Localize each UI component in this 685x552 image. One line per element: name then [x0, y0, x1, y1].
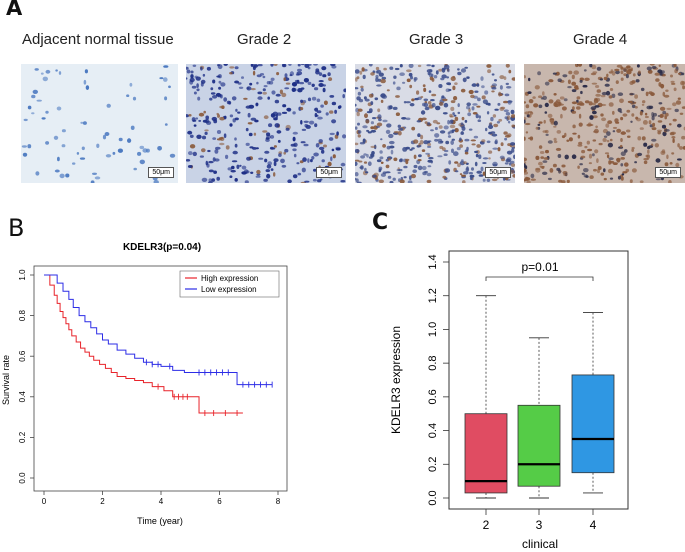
km-ytick-label: 0.2 — [18, 431, 27, 443]
box-grade-4 — [571, 312, 615, 494]
tissue-image-grade2: 50μm — [186, 64, 346, 183]
km-title: KDELR3(p=0.04) — [123, 242, 201, 253]
km-xtick-label: 0 — [42, 497, 47, 506]
km-xtick-label: 2 — [100, 497, 105, 506]
box-ytick-label: 0.8 — [427, 355, 439, 370]
box-ytick-label: 1.2 — [427, 288, 439, 303]
km-ytick-label: 0.6 — [18, 350, 27, 362]
km-line-high-expression — [44, 274, 243, 414]
nuclei — [355, 64, 515, 183]
km-xtick-label: 4 — [159, 497, 164, 506]
km-xtick-label: 8 — [276, 497, 281, 506]
image-label-grade2: Grade 2 — [237, 31, 292, 48]
panel-label-c: C — [372, 210, 389, 235]
box-grade-2 — [464, 295, 508, 499]
box-ytick-label: 0.4 — [427, 423, 439, 438]
tissue-image-normal: 50μm — [21, 64, 178, 183]
panel-label-b: B — [8, 214, 25, 242]
km-legend: High expression Low expression — [179, 270, 280, 298]
km-xlabel: Time (year) — [137, 516, 183, 526]
km-plot-frame — [33, 265, 288, 492]
legend-label-low: Low expression — [201, 285, 257, 294]
scale-bar: 50μm — [655, 167, 681, 178]
box-grade-3 — [517, 337, 561, 499]
tissue-image-grade3: 50μm — [355, 64, 515, 183]
km-ylabel: Survival rate — [1, 355, 11, 405]
box-iqr — [464, 413, 508, 494]
km-chart: KDELR3(p=0.04) 0 2 4 6 8 0.0 0.2 0.4 0.6 0.8 1.0 H… — [1, 242, 288, 526]
tissue-background — [21, 64, 178, 183]
box-ytick-label: 1.0 — [427, 322, 439, 337]
scale-bar: 50μm — [485, 167, 511, 178]
box-xtick-label: 3 — [536, 518, 543, 532]
scale-bar: 50μm — [316, 167, 342, 178]
image-label-normal: Adjacent normal tissue — [22, 31, 174, 48]
scale-bar: 50μm — [148, 167, 174, 178]
image-label-grade3: Grade 3 — [409, 31, 464, 48]
legend-label-high: High expression — [201, 274, 258, 283]
box-ylabel: KDELR3 expression — [389, 326, 403, 434]
image-label-grade4: Grade 4 — [573, 31, 628, 48]
box-ytick-label: 0.0 — [427, 490, 439, 505]
box-ytick-label: 1.4 — [427, 254, 439, 269]
nuclei — [21, 65, 176, 183]
nuclei — [186, 64, 346, 183]
tissue-image-grade4: 50μm — [524, 64, 685, 183]
p-value-annotation: p=0.01 — [521, 260, 558, 274]
km-line-low-expression — [44, 274, 273, 386]
box-ytick-label: 0.2 — [427, 457, 439, 472]
km-ytick-label: 0.8 — [18, 309, 27, 321]
km-ytick-label: 1.0 — [18, 269, 27, 281]
box-iqr — [571, 374, 615, 474]
panel-label-a: A — [6, 0, 23, 20]
km-ytick-label: 0.4 — [18, 391, 27, 403]
km-ytick-label: 0.0 — [18, 472, 27, 484]
km-xtick-label: 6 — [217, 497, 222, 506]
box-xlabel: clinical — [522, 537, 558, 551]
box-chart: 0.0 0.2 0.4 0.6 0.8 1.0 1.2 1.4 2 3 4 p=0.01 clini… — [389, 250, 629, 551]
box-xtick-label: 4 — [590, 518, 597, 532]
box-plot-frame — [448, 250, 629, 510]
significance-bracket: p=0.01 — [485, 260, 594, 281]
box-xtick-label: 2 — [483, 518, 490, 532]
nuclei — [524, 64, 685, 183]
box-ytick-label: 0.6 — [427, 389, 439, 404]
box-iqr — [517, 404, 561, 487]
